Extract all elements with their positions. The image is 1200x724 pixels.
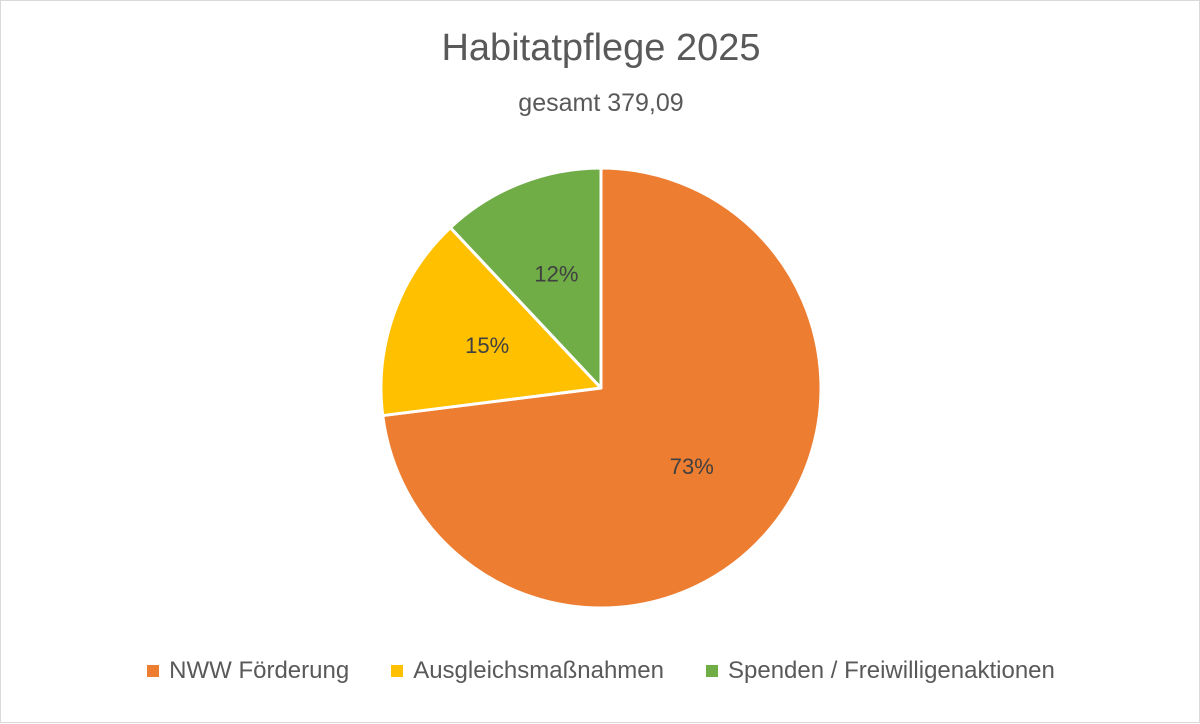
legend-label-nww: NWW Förderung [169,657,350,684]
slice-label-ausgleich: 15% [465,333,509,358]
legend-swatch-ausgleich [391,665,404,677]
legend-swatch-spenden [705,665,718,677]
legend-item-nww: NWW Förderung [147,657,349,685]
legend: NWW Förderung Ausgleichsmaßnahmen Spende… [1,657,1200,685]
slice-label-nww: 73% [670,454,714,479]
pie-slice-spenden [448,166,603,390]
legend-label-ausgleich: Ausgleichsmaßnahmen [413,657,664,684]
legend-item-spenden: Spenden / Freiwilligenaktionen [705,657,1055,685]
legend-swatch-nww [147,665,160,677]
legend-label-spenden: Spenden / Freiwilligenaktionen [727,657,1055,684]
chart-subtitle: gesamt 379,09 [518,89,684,117]
slice-label-spenden: 12% [534,261,578,286]
pie-slice-ausgleich [379,226,603,418]
chart-title: Habitatpflege 2025 [441,27,761,69]
legend-item-ausgleich: Ausgleichsmaßnahmen [391,657,664,685]
